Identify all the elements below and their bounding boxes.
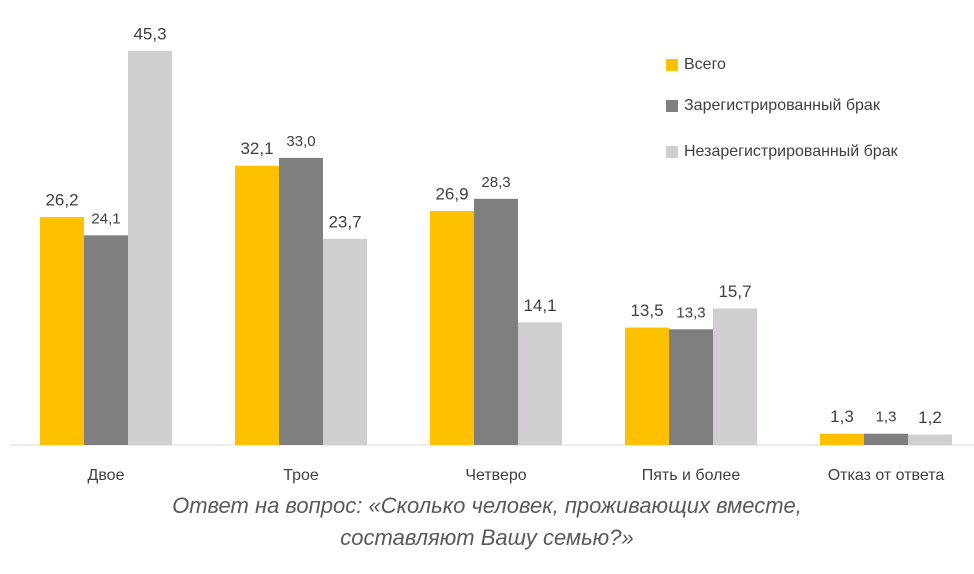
bar xyxy=(128,50,172,445)
bar xyxy=(279,157,323,445)
legend-label: Незарегистрированный брак xyxy=(684,143,899,160)
data-label: 23,7 xyxy=(328,212,361,231)
legend-label: Всего xyxy=(684,56,726,73)
data-label: 13,3 xyxy=(676,304,705,321)
data-label: 24,1 xyxy=(91,210,120,227)
data-label: 26,9 xyxy=(435,184,468,203)
data-label: 13,5 xyxy=(630,301,663,320)
data-label: 28,3 xyxy=(481,174,510,191)
legend-swatch xyxy=(666,59,678,71)
bar xyxy=(864,433,908,445)
bar xyxy=(713,308,757,445)
data-label: 14,1 xyxy=(523,296,556,315)
bar xyxy=(430,210,474,445)
legend-swatch xyxy=(666,146,678,158)
x-tick-label: Пять и более xyxy=(642,467,741,484)
x-tick-label: Двое xyxy=(88,467,125,484)
bar xyxy=(908,434,952,445)
bar xyxy=(518,322,562,445)
data-label: 1,3 xyxy=(876,409,897,426)
x-tick-label: Трое xyxy=(283,467,319,484)
data-label: 1,2 xyxy=(918,408,942,427)
data-label: 32,1 xyxy=(240,139,273,158)
bar xyxy=(40,217,84,445)
bar xyxy=(820,433,864,445)
data-label: 15,7 xyxy=(718,282,751,301)
bar xyxy=(669,329,713,445)
chart-title: составляют Вашу семью?» xyxy=(340,525,633,550)
data-label: 33,0 xyxy=(286,133,315,150)
data-label: 45,3 xyxy=(133,24,166,43)
data-label: 1,3 xyxy=(830,407,854,426)
bar xyxy=(625,327,669,445)
bar xyxy=(84,235,128,445)
bar xyxy=(235,165,279,446)
legend-swatch xyxy=(666,100,678,112)
chart-title: Ответ на вопрос: «Сколько человек, прожи… xyxy=(172,493,802,518)
x-tick-label: Четверо xyxy=(465,467,526,484)
bar xyxy=(474,198,518,445)
bar xyxy=(323,238,367,445)
x-tick-label: Отказ от ответа xyxy=(828,467,945,484)
data-label: 26,2 xyxy=(45,191,78,210)
legend-label: Зарегистрированный брак xyxy=(684,97,881,114)
